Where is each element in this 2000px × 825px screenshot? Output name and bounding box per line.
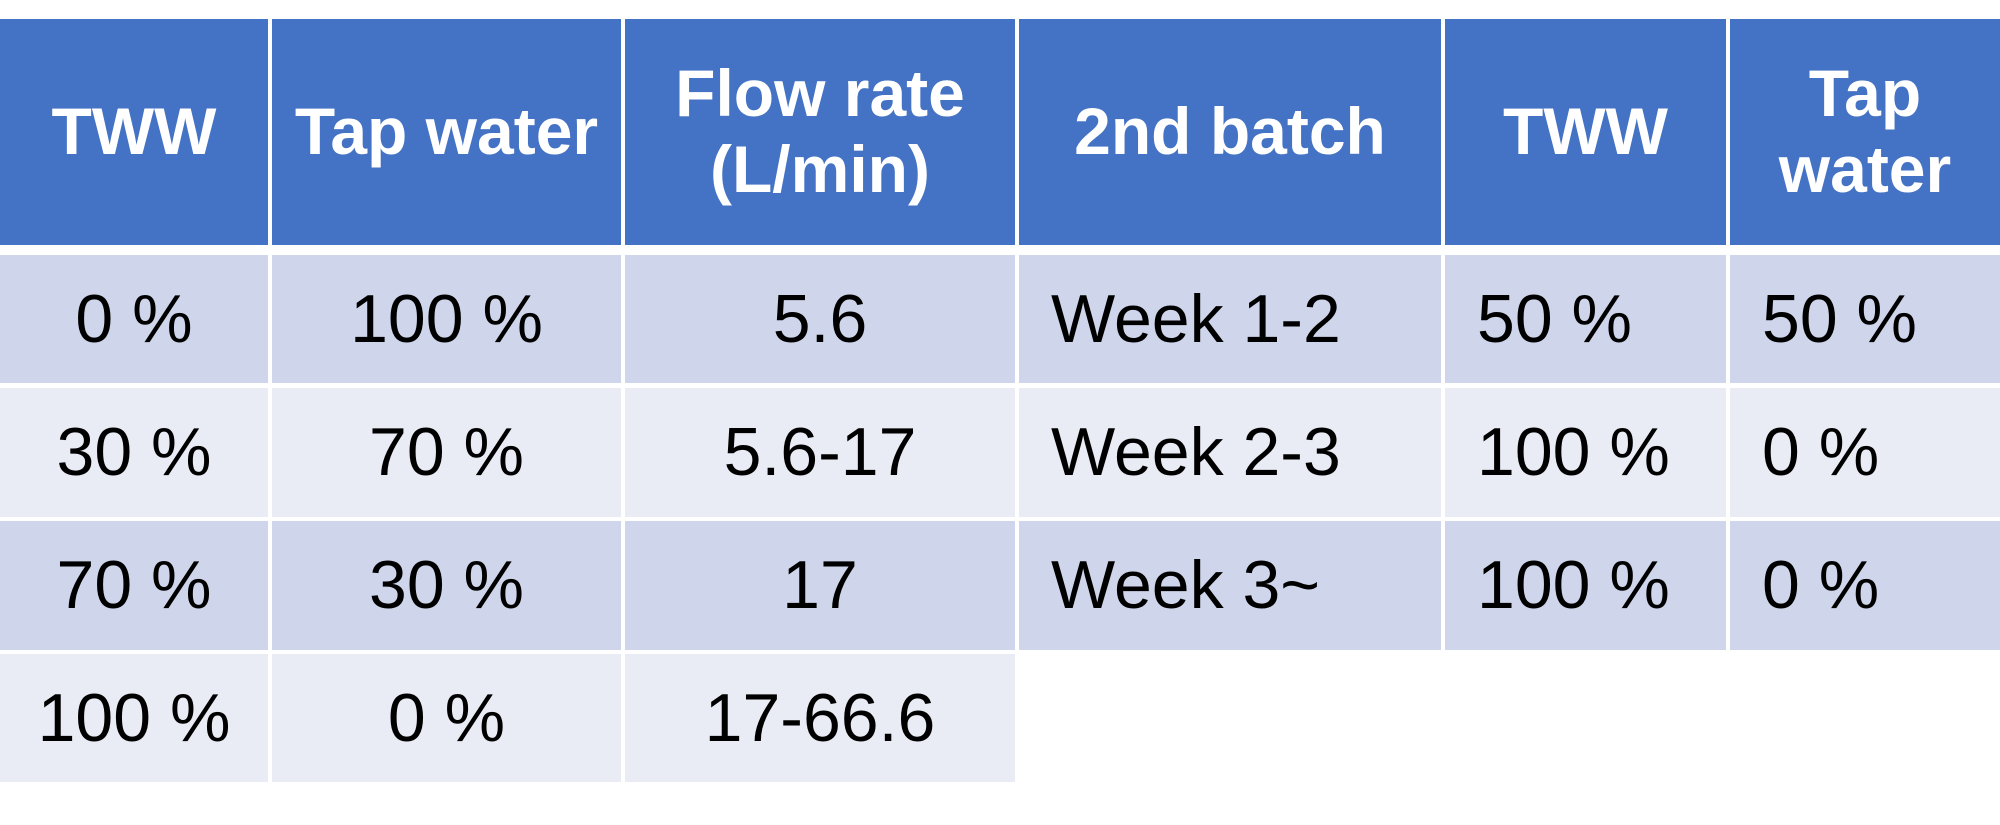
table-cell: 0 % xyxy=(0,255,268,383)
table-cell: 17 xyxy=(625,521,1015,650)
table-cell: 0 % xyxy=(272,654,621,782)
table-cell: 100 % xyxy=(272,255,621,383)
header-cell: 2nd batch xyxy=(1019,19,1441,245)
table-cell: 50 % xyxy=(1730,255,2000,383)
table-cell: 30 % xyxy=(272,521,621,650)
table-cell: 17-66.6 xyxy=(625,654,1015,782)
table-cell: 0 % xyxy=(1730,521,2000,650)
table-cell: 50 % xyxy=(1445,255,1726,383)
table-cell: 70 % xyxy=(272,388,621,517)
header-cell: TWW xyxy=(1445,19,1726,245)
table-cell: 100 % xyxy=(1445,521,1726,650)
table-cell: 100 % xyxy=(1445,388,1726,517)
header-cell: TWW xyxy=(0,19,268,245)
table-cell: Week 2-3 xyxy=(1019,388,1441,517)
table-cell: 0 % xyxy=(1730,388,2000,517)
table-cell: 70 % xyxy=(0,521,268,650)
header-cell: Tap water xyxy=(1730,19,2000,245)
table-cell: 5.6 xyxy=(625,255,1015,383)
table-cell: Week 1-2 xyxy=(1019,255,1441,383)
header-cell: Flow rate (L/min) xyxy=(625,19,1015,245)
table-cell: 5.6-17 xyxy=(625,388,1015,517)
table-cell: 30 % xyxy=(0,388,268,517)
header-cell: Tap water xyxy=(272,19,621,245)
table-cell: 100 % xyxy=(0,654,268,782)
table-cell: Week 3~ xyxy=(1019,521,1441,650)
